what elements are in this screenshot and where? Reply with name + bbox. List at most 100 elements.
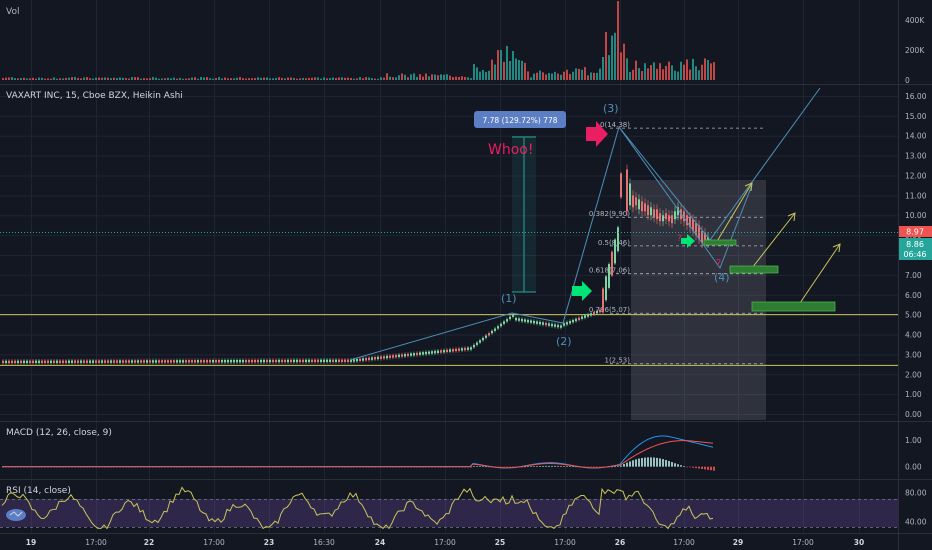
measure-label: 7.78 (129.72%) 778 — [482, 116, 557, 125]
volume-bar — [281, 77, 283, 80]
candle — [191, 360, 193, 363]
volume-bar — [131, 77, 133, 80]
candle — [365, 358, 367, 361]
candle — [74, 360, 76, 363]
volume-bar — [482, 69, 484, 80]
candle — [125, 360, 127, 363]
candle — [260, 359, 262, 363]
candle — [572, 319, 574, 323]
volume-bar — [119, 77, 121, 80]
volume-bar — [203, 77, 205, 80]
candle — [686, 215, 688, 226]
macd-histogram-bar — [500, 466, 502, 468]
volume-bar — [242, 78, 244, 80]
macd-axis: 1.00 0.00 — [905, 436, 922, 472]
volume-bar — [11, 77, 13, 80]
macd-label: MACD (12, 26, close, 9) — [6, 428, 112, 438]
volume-bar — [491, 59, 493, 80]
volume-bar — [80, 78, 82, 80]
macd-histogram-bar — [533, 466, 535, 467]
candle — [671, 215, 673, 224]
volume-bar — [47, 78, 49, 80]
candle — [419, 352, 421, 355]
volume-bar — [413, 73, 415, 80]
candle — [464, 347, 466, 351]
candle — [146, 360, 148, 363]
volume-bar — [506, 45, 508, 80]
candle — [287, 359, 289, 363]
candle — [638, 199, 640, 210]
volume-bar — [89, 78, 91, 80]
candle — [302, 359, 304, 363]
volume-bar — [317, 77, 319, 80]
candle — [68, 360, 70, 363]
last-price-tag — [899, 226, 932, 237]
candle — [194, 360, 196, 363]
candle — [437, 350, 439, 354]
candle — [425, 351, 427, 355]
candle — [656, 209, 658, 220]
volume-bar — [404, 74, 406, 80]
candle — [596, 310, 598, 314]
macd-histogram-bar — [590, 466, 592, 468]
volume-bar — [686, 59, 688, 80]
candle — [86, 360, 88, 363]
candle — [362, 358, 364, 361]
volume-bar — [425, 73, 427, 80]
candle — [512, 314, 514, 317]
candle — [170, 360, 172, 363]
macd-histogram-bar — [644, 457, 646, 467]
macd-histogram-bar — [662, 459, 664, 467]
candle — [458, 348, 460, 351]
volume-bar — [368, 77, 370, 80]
candle — [266, 359, 268, 363]
volume-bar — [275, 78, 277, 80]
volume-bar — [593, 72, 595, 80]
volume-bar — [14, 78, 16, 80]
macd-histogram-bar — [680, 465, 682, 467]
volume-bar — [494, 64, 496, 80]
candle — [152, 360, 154, 363]
volume-bar — [302, 77, 304, 80]
volume-bar — [335, 78, 337, 80]
candle — [233, 359, 235, 363]
volume-bar — [197, 78, 199, 80]
candle — [350, 359, 352, 362]
volume-bar — [386, 73, 388, 80]
volume-bar — [332, 77, 334, 80]
candle — [149, 360, 151, 363]
candle — [620, 173, 622, 198]
question-mark-2: ? — [677, 234, 682, 244]
candle — [659, 213, 661, 222]
macd-histogram-bar — [668, 460, 670, 467]
candle — [23, 360, 25, 364]
volume-bar — [272, 78, 274, 80]
current-price-label: 8.86 — [906, 240, 924, 249]
volume-bar — [260, 77, 262, 80]
time-tick-label: 22 — [144, 538, 154, 547]
volume-bar — [245, 78, 247, 80]
volume-bar — [116, 78, 118, 80]
volume-bar — [449, 75, 451, 80]
candle — [590, 313, 592, 316]
macd-histogram-bar — [635, 459, 637, 467]
candle — [341, 359, 343, 362]
volume-bar — [320, 78, 322, 80]
macd-histogram-bar — [647, 457, 649, 467]
projection-box — [631, 180, 766, 420]
wave-label-4: (4) — [714, 271, 730, 284]
volume-bar — [554, 71, 556, 80]
candle — [563, 323, 565, 326]
volume-bar — [644, 63, 646, 80]
candle — [320, 359, 322, 363]
candle — [506, 319, 508, 322]
macd-histogram-bar — [692, 466, 694, 468]
volume-bar — [707, 60, 709, 80]
macd-histogram-bar — [527, 466, 529, 468]
candle — [344, 359, 346, 362]
volume-bar — [95, 77, 97, 80]
wave-label-2: (2) — [556, 335, 572, 348]
candle — [446, 349, 448, 353]
volume-bar — [578, 68, 580, 80]
